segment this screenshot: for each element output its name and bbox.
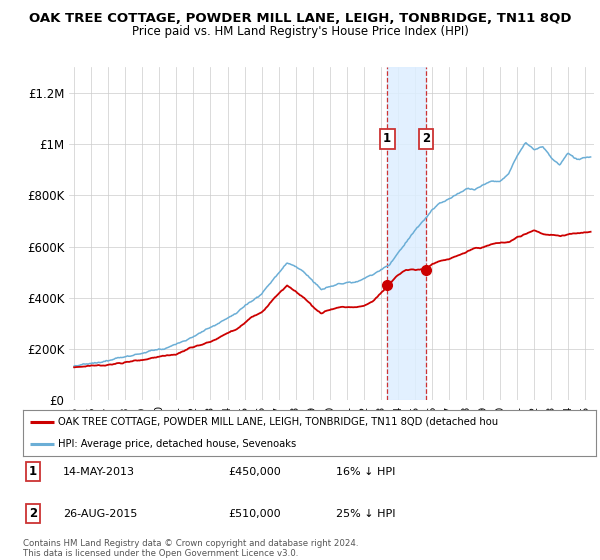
Text: 25% ↓ HPI: 25% ↓ HPI — [336, 508, 395, 519]
Text: 1: 1 — [383, 133, 391, 146]
Text: Price paid vs. HM Land Registry's House Price Index (HPI): Price paid vs. HM Land Registry's House … — [131, 25, 469, 38]
Text: Contains HM Land Registry data © Crown copyright and database right 2024.
This d: Contains HM Land Registry data © Crown c… — [23, 539, 358, 558]
Text: OAK TREE COTTAGE, POWDER MILL LANE, LEIGH, TONBRIDGE, TN11 8QD (detached hou: OAK TREE COTTAGE, POWDER MILL LANE, LEIG… — [58, 417, 499, 427]
Text: OAK TREE COTTAGE, POWDER MILL LANE, LEIGH, TONBRIDGE, TN11 8QD: OAK TREE COTTAGE, POWDER MILL LANE, LEIG… — [29, 12, 571, 25]
Text: HPI: Average price, detached house, Sevenoaks: HPI: Average price, detached house, Seve… — [58, 440, 296, 450]
Text: 16% ↓ HPI: 16% ↓ HPI — [336, 466, 395, 477]
Text: 2: 2 — [29, 507, 37, 520]
Text: £450,000: £450,000 — [228, 466, 281, 477]
Text: 14-MAY-2013: 14-MAY-2013 — [63, 466, 135, 477]
Text: 1: 1 — [29, 465, 37, 478]
Text: 2: 2 — [422, 133, 430, 146]
Bar — [387, 67, 426, 400]
Text: £510,000: £510,000 — [228, 508, 281, 519]
Text: 26-AUG-2015: 26-AUG-2015 — [63, 508, 137, 519]
